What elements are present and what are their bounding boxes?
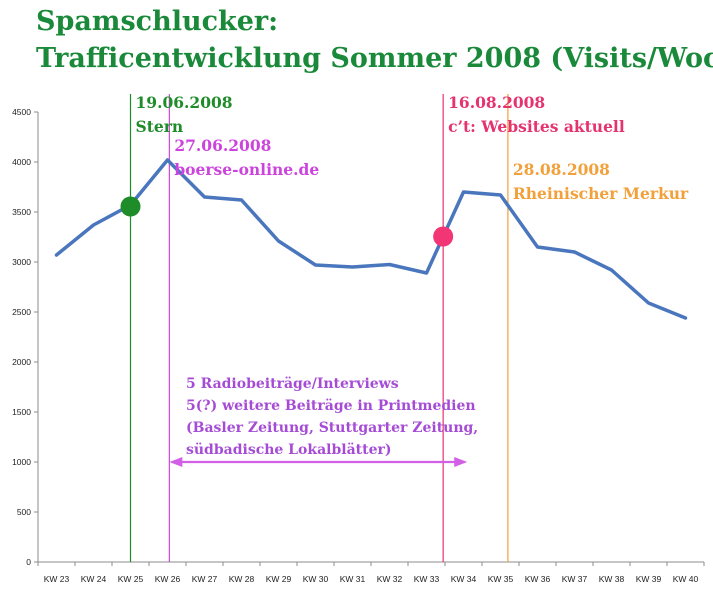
- chart-title-line-1: Spamschlucker:: [36, 6, 278, 37]
- chart-title-line-2: Trafficentwicklung Sommer 2008 (Visits/W…: [36, 43, 713, 74]
- chart-title: Spamschlucker: Trafficentwicklung Sommer…: [36, 6, 713, 74]
- data-point: [240, 198, 243, 202]
- data-point: [425, 271, 428, 275]
- y-tick-label: 3000: [12, 257, 31, 267]
- event-marker-dot: [120, 196, 141, 217]
- event-date-label: 28.08.2008: [513, 160, 610, 179]
- event-marker-dot: [433, 226, 454, 247]
- y-tick-label: 4000: [12, 157, 31, 167]
- y-tick-label: 500: [17, 507, 31, 517]
- range-note-line: 5(?) weitere Beiträge in Printmedien: [186, 398, 476, 414]
- x-tick-label: KW 28: [229, 574, 255, 584]
- x-tick-label: KW 38: [599, 574, 625, 584]
- x-tick-label: KW 29: [266, 574, 292, 584]
- x-tick-label: KW 35: [488, 574, 514, 584]
- range-arrow-head-right: [454, 457, 468, 467]
- data-point: [536, 245, 539, 249]
- data-point: [92, 223, 95, 227]
- y-tick-label: 0: [26, 557, 31, 567]
- data-point: [462, 190, 465, 194]
- data-point: [203, 195, 206, 199]
- x-tick-label: KW 24: [81, 574, 107, 584]
- event-source-label: Stern: [136, 117, 184, 136]
- data-point: [277, 239, 280, 243]
- event-date-label: 27.06.2008: [174, 136, 271, 155]
- range-note-line: 5 Radiobeiträge/Interviews: [186, 376, 399, 392]
- event-date-label: 19.06.2008: [136, 93, 233, 112]
- x-tick-label: KW 33: [414, 574, 440, 584]
- data-point: [573, 250, 576, 254]
- data-point: [55, 253, 58, 257]
- y-tick-label: 1000: [12, 457, 31, 467]
- visits-series: [54, 158, 688, 320]
- range-annotation: 5 Radiobeiträge/Interviews 5(?) weitere B…: [169, 376, 478, 467]
- data-point: [647, 301, 650, 305]
- y-axis-ticks: 0 500 1000 1500 2000 2500 3000 3500 4000 4500: [12, 107, 38, 567]
- data-point: [684, 316, 687, 320]
- data-point: [314, 263, 317, 267]
- x-tick-label: KW 37: [562, 574, 588, 584]
- y-tick-label: 2000: [12, 357, 31, 367]
- y-tick-label: 4500: [12, 107, 31, 117]
- x-tick-label: KW 34: [451, 574, 477, 584]
- x-axis-ticks: KW 23 KW 24 KW 25 KW 26 KW 27 KW 28 KW 29 KW 30…: [37, 562, 705, 584]
- y-tick-label: 3500: [12, 207, 31, 217]
- range-note-line: (Basler Zeitung, Stuttgarter Zeitung,: [186, 420, 478, 436]
- x-tick-label: KW 39: [636, 574, 662, 584]
- range-arrow-head-left: [169, 457, 183, 467]
- event-source-label: c’t: Websites aktuell: [448, 117, 625, 136]
- x-tick-label: KW 31: [340, 574, 366, 584]
- event-markers: [120, 196, 454, 247]
- event-lines: [129, 94, 509, 562]
- x-tick-label: KW 36: [525, 574, 551, 584]
- data-point: [610, 268, 613, 272]
- range-note-line: südbadische Lokalblätter): [186, 442, 391, 458]
- x-tick-label: KW 40: [673, 574, 699, 584]
- x-tick-label: KW 32: [377, 574, 403, 584]
- data-point: [351, 265, 354, 269]
- chart-axes: [37, 112, 704, 563]
- y-tick-label: 2500: [12, 307, 31, 317]
- event-source-label: boerse-online.de: [174, 160, 319, 179]
- x-tick-label: KW 26: [155, 574, 181, 584]
- x-tick-label: KW 30: [303, 574, 329, 584]
- data-point: [388, 263, 391, 266]
- x-tick-label: KW 25: [118, 574, 144, 584]
- x-tick-label: KW 23: [44, 574, 70, 584]
- data-point: [499, 193, 502, 197]
- x-tick-label: KW 27: [192, 574, 218, 584]
- event-date-label: 16.08.2008: [448, 93, 545, 112]
- event-source-label: Rheinischer Merkur: [513, 184, 689, 203]
- visits-line: [54, 158, 688, 320]
- y-tick-label: 1500: [12, 407, 31, 417]
- data-point: [166, 158, 169, 162]
